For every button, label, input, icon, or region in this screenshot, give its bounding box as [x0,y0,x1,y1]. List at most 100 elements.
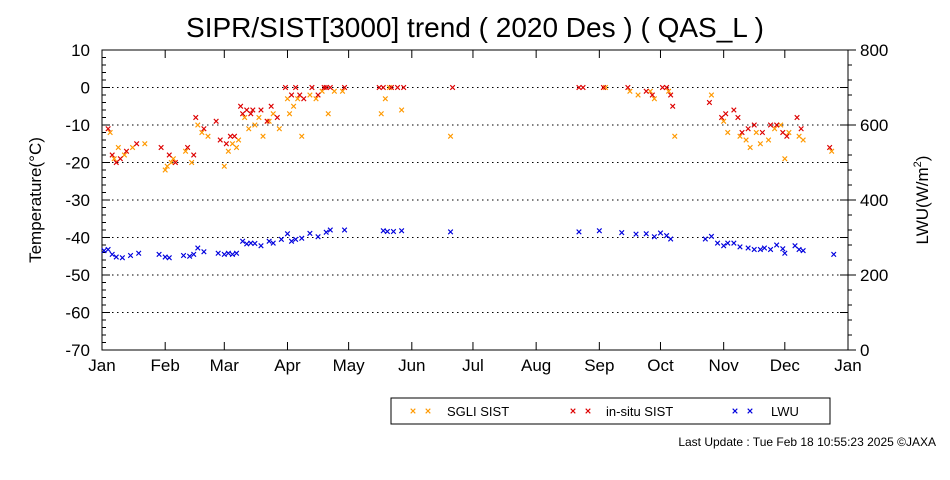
data-point-in-situ-sist [193,114,199,121]
data-point-in-situ-sist [166,152,172,158]
data-point-sgli-sist [182,148,189,154]
data-point-lwu [225,250,232,256]
data-point-sgli-sist [627,88,633,94]
legend-label-lwu: LWU [771,404,799,419]
data-point-in-situ-sist [248,111,254,117]
data-point-lwu [667,236,674,242]
data-point-sgli-sist [771,126,778,132]
data-point-lwu [101,247,107,254]
data-point-in-situ-sist [123,148,130,154]
data-point-lwu [633,231,639,237]
legend-marker-in-situ-sist [570,408,576,414]
data-point-lwu [221,251,227,258]
data-point-in-situ-sist [217,137,223,143]
legend-label-sgli-sist: SGLI SIST [447,404,509,419]
data-point-sgli-sist [199,129,205,136]
y-tick-label: -60 [65,304,90,323]
y2-axis-label-main: LWU(W/m [913,167,932,244]
data-point-lwu [773,242,780,248]
data-point-in-situ-sist [297,92,303,98]
data-point-in-situ-sist [191,152,197,158]
data-point-in-situ-sist [327,84,333,91]
data-point-in-situ-sist [231,133,238,139]
data-point-in-situ-sist [258,107,264,113]
data-point-in-situ-sist [274,114,280,121]
data-point-in-situ-sist [376,84,382,91]
data-point-in-situ-sist [184,144,191,151]
y2-axis-label-end: ) [913,156,932,162]
data-point-in-situ-sist [580,84,586,91]
data-point-sgli-sist [115,144,121,151]
data-point-sgli-sist [720,118,727,124]
data-point-lwu [186,253,193,259]
data-point-sgli-sist [164,163,170,169]
data-point-lwu [119,255,126,261]
data-point-sgli-sist [170,156,177,162]
data-point-in-situ-sist [264,118,270,124]
data-point-sgli-sist [276,126,283,132]
data-point-lwu [233,250,240,256]
data-point-in-situ-sist [731,107,737,113]
data-point-lwu [380,228,386,234]
data-point-lwu [191,251,197,258]
legend-marker-sgli-sist [425,408,431,414]
data-point-lwu [398,228,405,234]
data-point-lwu [252,240,258,247]
data-point-lwu [195,245,201,251]
data-point-in-situ-sist [172,159,179,166]
data-point-sgli-sist [294,96,301,102]
data-point-lwu [284,231,291,237]
data-point-sgli-sist [765,137,772,143]
data-point-sgli-sist [162,167,168,173]
data-point-in-situ-sist [105,126,111,132]
data-point-in-situ-sist [237,103,244,109]
chart-title: SIPR/SIST[3000] trend ( 2020 Des ) ( QAS… [186,12,764,43]
data-point-lwu [180,252,187,259]
data-point-in-situ-sist [239,111,246,117]
data-point-in-situ-sist [670,103,676,109]
x-tick-label: Aug [521,356,551,375]
data-point-in-situ-sist [109,152,115,158]
data-point-in-situ-sist [227,133,234,139]
data-point-in-situ-sist [745,126,751,132]
data-point-sgli-sist [195,122,201,128]
data-point-sgli-sist [241,114,248,121]
data-point-in-situ-sist [706,99,713,106]
data-point-sgli-sist [778,122,784,128]
data-point-lwu [714,240,721,246]
data-point-in-situ-sist [323,84,329,91]
y2-tick-labels: 800 600 400 200 0 [860,41,888,360]
data-point-sgli-sist [725,129,731,136]
x-tick-label: Mar [210,356,240,375]
x-tick-label: Jun [398,356,425,375]
data-point-lwu [109,251,115,258]
data-point-in-situ-sist [321,84,327,91]
y-tick-label: -30 [65,191,90,210]
legend-box [390,397,831,425]
data-point-sgli-sist [737,133,743,139]
data-point-lwu [239,238,246,244]
data-point-sgli-sist [665,88,672,94]
data-point-in-situ-sist [309,84,315,91]
plot-frame [101,49,849,351]
y-tick-label: -40 [65,229,90,248]
data-point-lwu [757,246,764,253]
data-point-lwu [782,250,788,256]
y-tick-labels: 10 0 -10 -20 -30 -40 -50 -60 -70 [65,41,90,360]
data-point-lwu [288,238,295,244]
data-point-in-situ-sist [341,84,348,91]
data-point-in-situ-sist [268,103,274,109]
data-point-sgli-sist [266,118,272,124]
data-point-sgli-sist [252,122,258,128]
data-point-sgli-sist [221,163,227,169]
data-point-sgli-sist [708,92,715,98]
x-tick-labels: Jan Feb Mar Apr May Jun Jul Aug Sep Oct Nov Dec Jan [88,356,861,375]
data-point-sgli-sist [829,148,835,154]
data-point-sgli-sist [168,159,174,166]
y-tick-label: -10 [65,116,90,135]
y2-tick-label: 200 [860,266,888,285]
x-tick-label: Jan [834,356,861,375]
data-point-lwu [390,228,397,235]
legend-label-in-situ-sist: in-situ SIST [606,404,673,419]
